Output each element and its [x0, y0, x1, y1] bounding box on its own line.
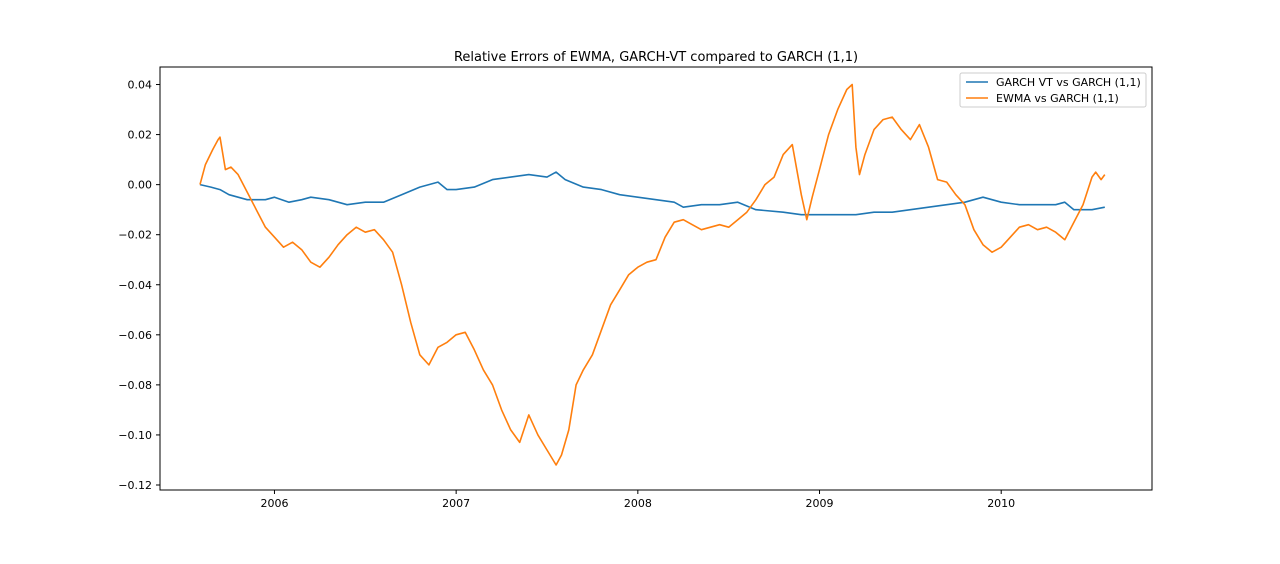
legend-label-ewma: EWMA vs GARCH (1,1): [996, 92, 1119, 105]
legend-box: [959, 72, 1147, 108]
series-line-garch-vt: [199, 171, 1105, 216]
series-layer: [199, 83, 1106, 466]
legend: GARCH VT vs GARCH (1,1) EWMA vs GARCH (1…: [959, 72, 1147, 108]
y-tick-label: −0.02: [118, 229, 152, 242]
x-tick-label: 2007: [442, 497, 470, 510]
y-tick-label: −0.10: [118, 429, 152, 442]
y-tick-label: −0.08: [118, 379, 152, 392]
x-tick-label: 2008: [624, 497, 652, 510]
y-tick-label: 0.02: [128, 129, 153, 142]
y-tick-label: −0.04: [118, 279, 152, 292]
y-tick-label: −0.06: [118, 329, 152, 342]
chart-title: Relative Errors of EWMA, GARCH-VT compar…: [454, 50, 858, 65]
y-tick-label: 0.04: [128, 79, 153, 92]
x-axis: 2006 2007 2008 2009 2010: [260, 490, 1015, 510]
legend-label-garch-vt: GARCH VT vs GARCH (1,1): [996, 76, 1141, 89]
x-tick-label: 2009: [806, 497, 834, 510]
x-tick-label: 2006: [260, 497, 288, 510]
y-tick-label: −0.12: [118, 479, 152, 492]
axes-layer: [159, 66, 1153, 491]
series-line-ewma: [199, 83, 1106, 466]
y-axis: 0.04 0.02 0.00 −0.02 −0.04 −0.06 −0.08 −0.10 −0.…: [118, 79, 160, 492]
plot-frame: [159, 66, 1153, 491]
y-tick-label: 0.00: [128, 179, 153, 192]
x-tick-label: 2010: [987, 497, 1015, 510]
